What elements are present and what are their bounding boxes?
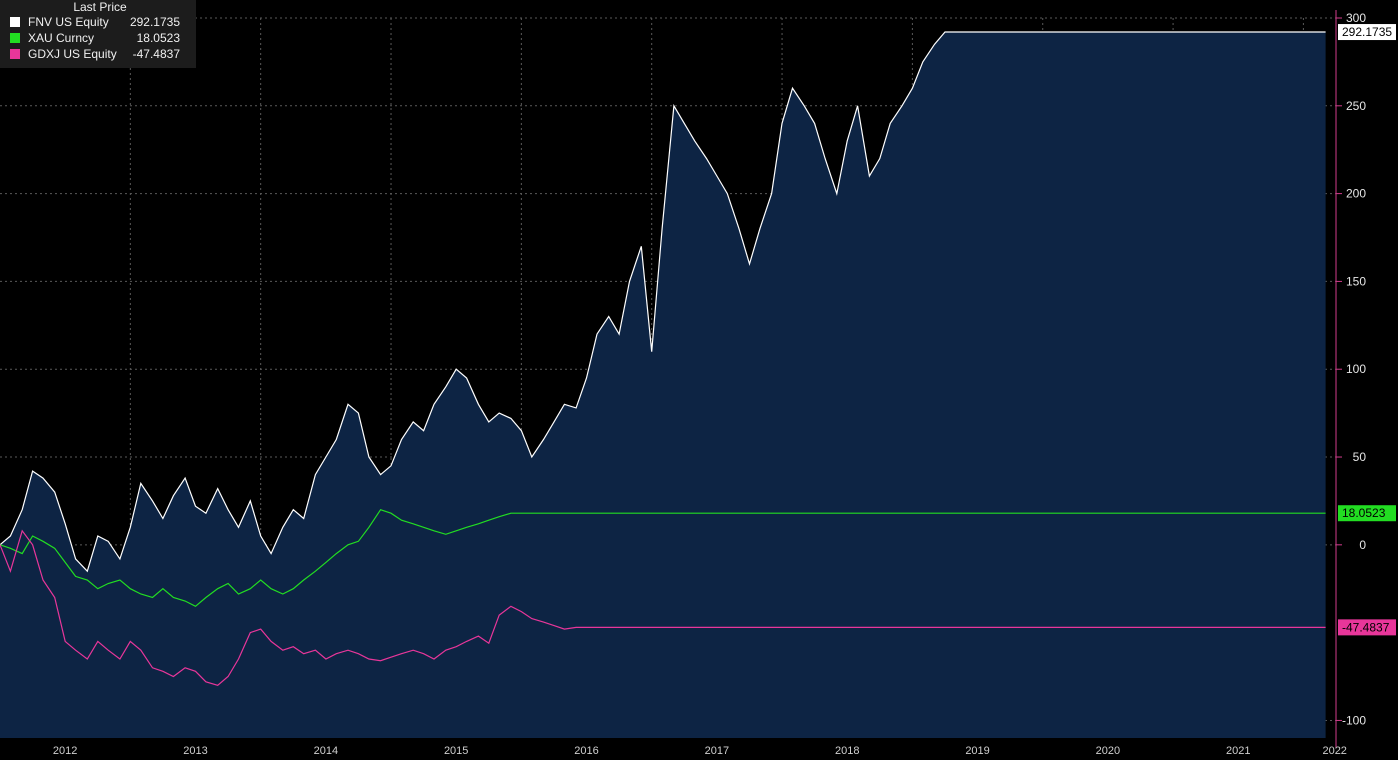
last-value-tag xyxy=(1338,24,1396,41)
y-tick-label: -100 xyxy=(1342,713,1366,727)
legend: Last Price FNV US Equity 292.1735 XAU Cu… xyxy=(0,0,196,68)
legend-item-xau: XAU Curncy 18.0523 xyxy=(10,30,180,46)
y-tick-label: 50 xyxy=(1353,450,1367,464)
y-tick-label: 150 xyxy=(1346,274,1366,288)
x-tick-label: 2017 xyxy=(705,745,729,757)
legend-series-name: XAU Curncy xyxy=(28,31,95,45)
x-tick-label: 2015 xyxy=(444,745,468,757)
x-tick-label: 2014 xyxy=(314,745,338,757)
x-tick-label: 2022 xyxy=(1322,745,1346,757)
series-line xyxy=(0,508,1326,608)
legend-series-name: GDXJ US Equity xyxy=(28,47,117,61)
legend-swatch xyxy=(10,33,20,43)
x-tick-label: 2012 xyxy=(53,745,77,757)
x-tick-label: 2013 xyxy=(183,745,207,757)
legend-series-value: 292.1735 xyxy=(129,15,180,29)
legend-swatch xyxy=(10,49,20,59)
y-axis: 300 250 200 150 100 50 0 -100 xyxy=(1335,10,1367,748)
last-value-text: -47.4837 xyxy=(1342,620,1390,634)
last-value-tag xyxy=(1338,505,1396,522)
y-tick-label: 100 xyxy=(1346,362,1366,376)
y-tick-label: 250 xyxy=(1346,99,1366,113)
x-tick-label: 2021 xyxy=(1226,745,1250,757)
last-value-labels: 292.1735 18.0523 -47.4837 xyxy=(1338,24,1396,636)
last-value-tag xyxy=(1338,619,1396,636)
y-tick-label: 300 xyxy=(1346,11,1366,25)
x-tick-label: 2019 xyxy=(965,745,989,757)
legend-series-name: FNV US Equity xyxy=(28,15,109,29)
last-value-text: 292.1735 xyxy=(1342,25,1392,39)
legend-series-value: 18.0523 xyxy=(136,31,180,45)
legend-item-gdxj: GDXJ US Equity -47.4837 xyxy=(10,46,180,62)
x-tick-label: 2016 xyxy=(574,745,598,757)
y-tick-label: 0 xyxy=(1359,538,1366,552)
legend-swatch xyxy=(10,17,20,27)
series-layer xyxy=(0,31,1326,738)
x-tick-label: 2020 xyxy=(1096,745,1120,757)
series-line xyxy=(0,529,1326,686)
y-tick-label: 200 xyxy=(1346,187,1366,201)
legend-title: Last Price xyxy=(73,0,127,14)
last-value-text: 18.0523 xyxy=(1342,506,1386,520)
series-line xyxy=(0,31,1326,573)
x-axis: 2012 2013 2014 2015 2016 2017 2018 2019 2020 2021… xyxy=(53,745,1347,757)
x-tick-label: 2018 xyxy=(835,745,859,757)
legend-series-value: -47.4837 xyxy=(132,47,180,61)
legend-item-fnv: FNV US Equity 292.1735 xyxy=(10,14,180,30)
series-area-fill xyxy=(0,32,1326,738)
